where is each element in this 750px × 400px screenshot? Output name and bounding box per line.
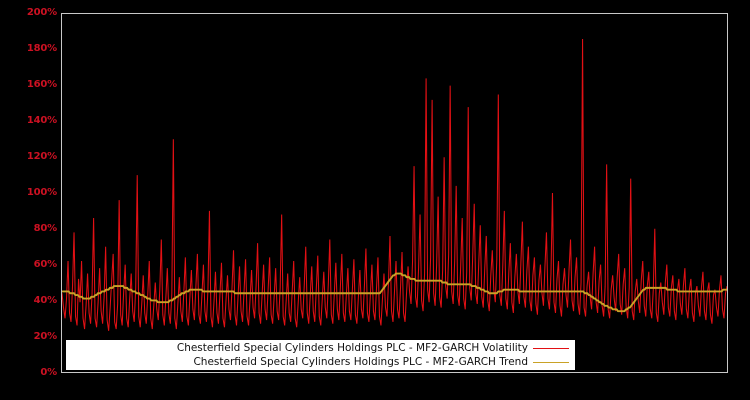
y-axis-tick-100pct: 100% — [26, 187, 57, 198]
y-axis-tick-120pct: 120% — [26, 151, 57, 162]
y-axis-tick-0pct: 0% — [40, 367, 57, 378]
y-axis-tick-60pct: 60% — [33, 259, 58, 270]
chart-legend: Chesterfield Special Cylinders Holdings … — [66, 340, 575, 370]
y-axis-tick-80pct: 80% — [33, 223, 58, 234]
y-axis-tick-40pct: 40% — [33, 295, 58, 306]
y-axis-tick-20pct: 20% — [33, 331, 58, 342]
y-axis-tick-160pct: 160% — [26, 79, 57, 90]
legend-entry-trend[interactable]: Chesterfield Special Cylinders Holdings … — [193, 355, 569, 369]
legend-entry-volatility[interactable]: Chesterfield Special Cylinders Holdings … — [177, 341, 569, 355]
legend-swatch-trend — [533, 361, 569, 363]
plot-frame — [61, 13, 728, 373]
legend-label-volatility: Chesterfield Special Cylinders Holdings … — [176, 342, 528, 354]
plot-area — [62, 14, 727, 372]
y-axis-tick-200pct: 200% — [26, 7, 57, 18]
series-volatility — [62, 39, 727, 331]
y-axis-tick-140pct: 140% — [26, 115, 57, 126]
legend-swatch-volatility — [533, 347, 569, 349]
series-trend — [62, 274, 727, 312]
y-axis-tick-180pct: 180% — [26, 43, 57, 54]
chart-svg — [62, 14, 727, 372]
legend-label-trend: Chesterfield Special Cylinders Holdings … — [193, 356, 528, 368]
